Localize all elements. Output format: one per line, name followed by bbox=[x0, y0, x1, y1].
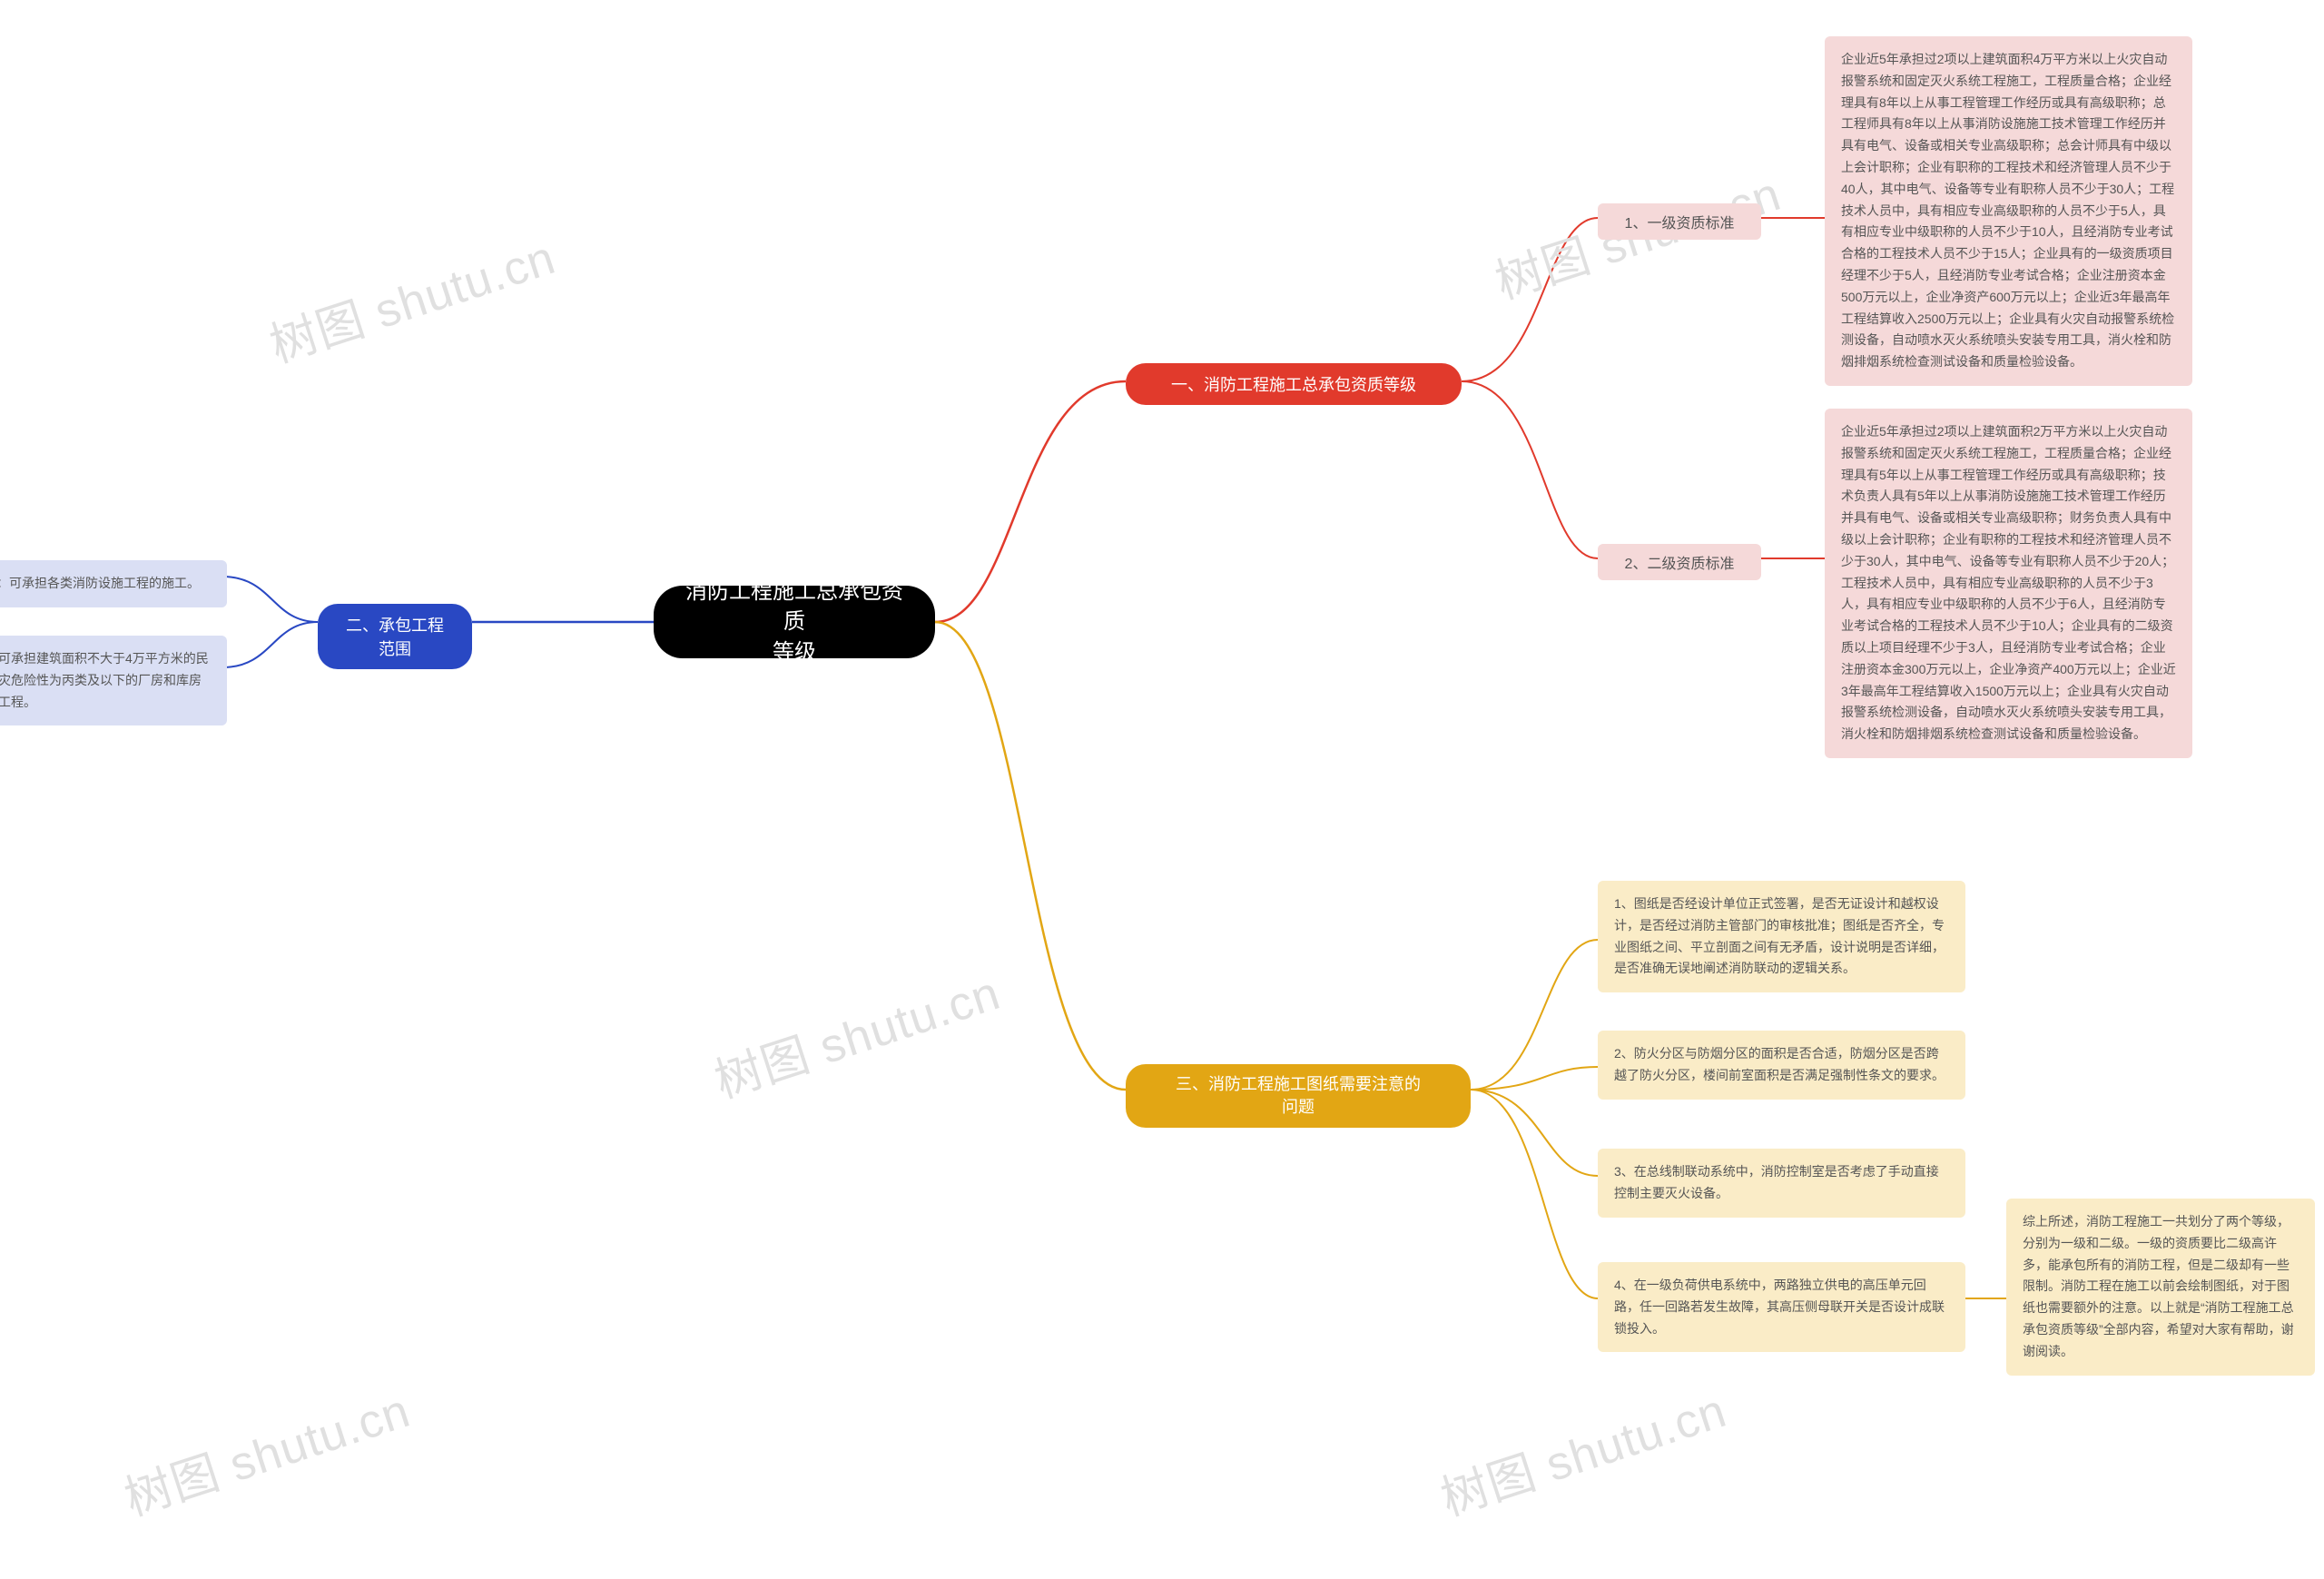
watermark: 树图 shutu.cn bbox=[1431, 1372, 1733, 1528]
branch-3-leaf-3: 3、在总线制联动系统中，消防控制室是否考虑了手动直接控制主要灭火设备。 bbox=[1598, 1149, 1965, 1218]
branch-2-leaf-2: 二级企业：可承担建筑面积不大于4万平方米的民用建筑、火灾危险性为丙类及以下的厂房… bbox=[0, 636, 227, 725]
branch-2-label: 二、承包工程范围 bbox=[345, 613, 445, 660]
branch-3-side-leaf: 综上所述，消防工程施工一共划分了两个等级，分别为一级和二级。一级的资质要比二级高… bbox=[2006, 1199, 2315, 1376]
branch-2-leaf-1-text: 一级企业：可承担各类消防设施工程的施工。 bbox=[0, 573, 200, 595]
branch-2-leaf-2-text: 二级企业：可承担建筑面积不大于4万平方米的民用建筑、火灾危险性为丙类及以下的厂房… bbox=[0, 648, 211, 713]
branch-3-leaf-2: 2、防火分区与防烟分区的面积是否合适，防烟分区是否跨越了防火分区，楼间前室面积是… bbox=[1598, 1031, 1965, 1100]
branch-1-sub-2-label: 2、二级资质标准 bbox=[1625, 551, 1735, 573]
branch-1-leaf-2-text: 企业近5年承担过2项以上建筑面积2万平方米以上火灾自动报警系统和固定灭火系统工程… bbox=[1841, 421, 2176, 745]
branch-1-sub-2[interactable]: 2、二级资质标准 bbox=[1598, 544, 1761, 580]
branch-3-leaf-3-text: 3、在总线制联动系统中，消防控制室是否考虑了手动直接控制主要灭火设备。 bbox=[1614, 1161, 1949, 1205]
branch-2-leaf-1: 一级企业：可承担各类消防设施工程的施工。 bbox=[0, 560, 227, 607]
watermark: 树图 shutu.cn bbox=[704, 954, 1007, 1110]
branch-3-leaf-1-text: 1、图纸是否经设计单位正式签署，是否无证设计和越权设计，是否经过消防主管部门的审… bbox=[1614, 893, 1949, 980]
branch-3-side-leaf-text: 综上所述，消防工程施工一共划分了两个等级，分别为一级和二级。一级的资质要比二级高… bbox=[2023, 1211, 2299, 1363]
branch-1-leaf-1-text: 企业近5年承担过2项以上建筑面积4万平方米以上火灾自动报警系统和固定灭火系统工程… bbox=[1841, 49, 2176, 373]
root-label: 消防工程施工总承包资质 等级 bbox=[679, 577, 910, 668]
branch-3-leaf-1: 1、图纸是否经设计单位正式签署，是否无证设计和越权设计，是否经过消防主管部门的审… bbox=[1598, 881, 1965, 992]
branch-3-leaf-4: 4、在一级负荷供电系统中，两路独立供电的高压单元回路，任一回路若发生故障，其高压… bbox=[1598, 1262, 1965, 1352]
root-node[interactable]: 消防工程施工总承包资质 等级 bbox=[654, 586, 935, 658]
branch-1-label: 一、消防工程施工总承包资质等级 bbox=[1171, 372, 1416, 396]
branch-1-node[interactable]: 一、消防工程施工总承包资质等级 bbox=[1126, 363, 1462, 405]
branch-3-leaf-4-text: 4、在一级负荷供电系统中，两路独立供电的高压单元回路，任一回路若发生故障，其高压… bbox=[1614, 1275, 1949, 1339]
watermark: 树图 shutu.cn bbox=[114, 1372, 417, 1528]
branch-1-sub-1[interactable]: 1、一级资质标准 bbox=[1598, 203, 1761, 240]
watermark: 树图 shutu.cn bbox=[260, 219, 562, 375]
branch-2-node[interactable]: 二、承包工程范围 bbox=[318, 604, 472, 669]
branch-3-leaf-2-text: 2、防火分区与防烟分区的面积是否合适，防烟分区是否跨越了防火分区，楼间前室面积是… bbox=[1614, 1043, 1949, 1087]
branch-3-label: 三、消防工程施工图纸需要注意的 问题 bbox=[1176, 1073, 1421, 1119]
branch-3-node[interactable]: 三、消防工程施工图纸需要注意的 问题 bbox=[1126, 1064, 1471, 1128]
branch-1-leaf-1: 企业近5年承担过2项以上建筑面积4万平方米以上火灾自动报警系统和固定灭火系统工程… bbox=[1825, 36, 2192, 386]
branch-1-leaf-2: 企业近5年承担过2项以上建筑面积2万平方米以上火灾自动报警系统和固定灭火系统工程… bbox=[1825, 409, 2192, 758]
branch-1-sub-1-label: 1、一级资质标准 bbox=[1625, 211, 1735, 232]
